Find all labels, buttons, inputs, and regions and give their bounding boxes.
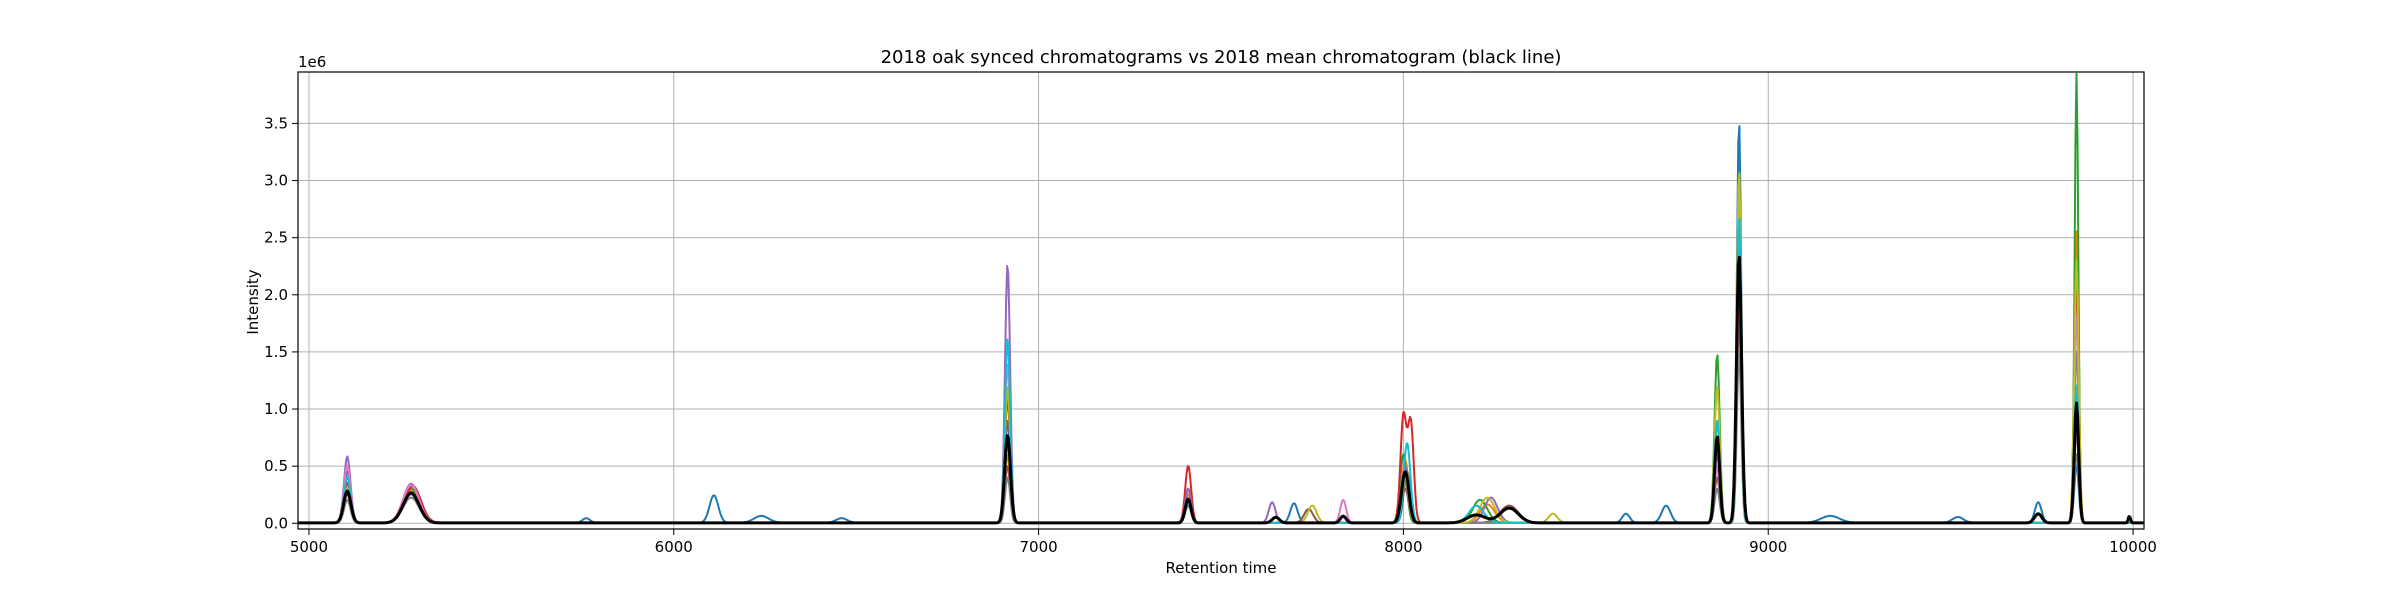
mean-series-line	[297, 255, 2144, 525]
x-tick-label: 7000	[1019, 538, 1057, 556]
y-offset-label: 1e6	[298, 53, 326, 71]
y-axis-ticks: 0.0 0.5 1.0 1.5 2.0 2.5 3.0 3.5	[264, 114, 298, 532]
y-tick-label: 0.0	[264, 514, 288, 532]
x-tick-label: 8000	[1384, 538, 1422, 556]
mean-chromatogram-line	[297, 255, 2144, 525]
x-axis-ticks: 5000 6000 7000 8000 9000 10000	[290, 529, 2157, 556]
x-tick-label: 6000	[655, 538, 693, 556]
chart-title: 2018 oak synced chromatograms vs 2018 me…	[881, 47, 1562, 68]
y-tick-label: 2.0	[264, 286, 288, 304]
y-tick-label: 0.5	[264, 457, 288, 475]
y-tick-label: 3.5	[264, 114, 288, 132]
plot-frame	[297, 71, 2145, 530]
y-tick-label: 1.0	[264, 400, 288, 418]
x-tick-label: 10000	[2109, 538, 2157, 556]
x-tick-label: 9000	[1749, 538, 1787, 556]
x-tick-label: 5000	[290, 538, 328, 556]
y-tick-label: 1.5	[264, 343, 288, 361]
y-tick-label: 3.0	[264, 172, 288, 190]
x-axis-label: Retention time	[1166, 559, 1277, 577]
y-axis-label: Intensity	[244, 269, 262, 334]
y-tick-label: 2.5	[264, 229, 288, 247]
